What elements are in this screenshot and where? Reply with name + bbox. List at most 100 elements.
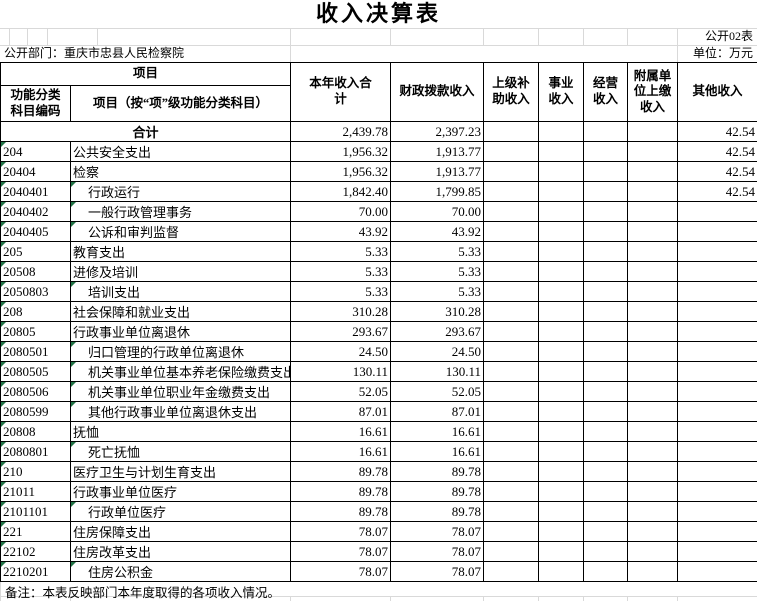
total-value-cell[interactable]: 1,956.32 bbox=[290, 161, 392, 182]
fiscal-value-cell[interactable]: 293.67 bbox=[390, 321, 485, 342]
affiliate-value-cell[interactable] bbox=[627, 521, 679, 542]
business-value-cell[interactable] bbox=[538, 161, 585, 182]
business-value-cell[interactable] bbox=[538, 181, 585, 202]
affiliate-value-cell[interactable] bbox=[627, 481, 679, 502]
other-value-cell[interactable] bbox=[677, 521, 757, 542]
total-value-cell[interactable]: 52.05 bbox=[290, 381, 392, 402]
business-value-cell[interactable] bbox=[538, 381, 585, 402]
function-code-cell[interactable]: 22102 bbox=[0, 541, 71, 562]
business-value-cell[interactable] bbox=[538, 541, 585, 562]
upper-value-cell[interactable] bbox=[483, 401, 540, 422]
other-value-cell[interactable] bbox=[677, 321, 757, 342]
operating-value-cell[interactable] bbox=[583, 321, 629, 342]
header-fiscal-income[interactable]: 财政拨款收入 bbox=[390, 62, 485, 122]
total-value-cell[interactable]: 310.28 bbox=[290, 301, 392, 322]
operating-value-cell[interactable] bbox=[583, 381, 629, 402]
affiliate-value-cell[interactable] bbox=[627, 281, 679, 302]
function-code-cell[interactable]: 2080506 bbox=[0, 381, 71, 402]
upper-value-cell[interactable] bbox=[483, 301, 540, 322]
business-value-cell[interactable] bbox=[538, 301, 585, 322]
total-value-cell[interactable]: 1,842.40 bbox=[290, 181, 392, 202]
total-row-label[interactable]: 合计 bbox=[0, 121, 292, 142]
affiliate-value-cell[interactable] bbox=[627, 461, 679, 482]
item-name-cell[interactable]: 住房保障支出 bbox=[69, 521, 292, 542]
upper-value-cell[interactable] bbox=[483, 181, 540, 202]
upper-value-cell[interactable] bbox=[483, 241, 540, 262]
affiliate-value-cell[interactable] bbox=[627, 301, 679, 322]
affiliate-value-cell[interactable] bbox=[627, 341, 679, 362]
function-code-cell[interactable]: 2040401 bbox=[0, 181, 71, 202]
item-name-cell[interactable]: 死亡抚恤 bbox=[69, 441, 292, 462]
other-value-cell[interactable] bbox=[677, 441, 757, 462]
operating-value-cell[interactable] bbox=[583, 121, 629, 142]
affiliate-value-cell[interactable] bbox=[627, 501, 679, 522]
operating-value-cell[interactable] bbox=[583, 401, 629, 422]
item-name-cell[interactable]: 抚恤 bbox=[69, 421, 292, 442]
item-name-cell[interactable]: 检察 bbox=[69, 161, 292, 182]
function-code-cell[interactable]: 2040402 bbox=[0, 201, 71, 222]
total-value-cell[interactable]: 43.92 bbox=[290, 221, 392, 242]
header-operating-income[interactable]: 经营 收入 bbox=[583, 62, 629, 122]
total-value-cell[interactable]: 89.78 bbox=[290, 501, 392, 522]
affiliate-value-cell[interactable] bbox=[627, 141, 679, 162]
affiliate-value-cell[interactable] bbox=[627, 121, 679, 142]
fiscal-value-cell[interactable]: 16.61 bbox=[390, 421, 485, 442]
upper-value-cell[interactable] bbox=[483, 221, 540, 242]
other-value-cell[interactable]: 42.54 bbox=[677, 141, 757, 162]
business-value-cell[interactable] bbox=[538, 221, 585, 242]
operating-value-cell[interactable] bbox=[583, 161, 629, 182]
other-value-cell[interactable] bbox=[677, 281, 757, 302]
business-value-cell[interactable] bbox=[538, 201, 585, 222]
upper-value-cell[interactable] bbox=[483, 501, 540, 522]
function-code-cell[interactable]: 2101101 bbox=[0, 501, 71, 522]
item-name-cell[interactable]: 行政事业单位医疗 bbox=[69, 481, 292, 502]
affiliate-value-cell[interactable] bbox=[627, 261, 679, 282]
fiscal-value-cell[interactable]: 310.28 bbox=[390, 301, 485, 322]
operating-value-cell[interactable] bbox=[583, 221, 629, 242]
fiscal-value-cell[interactable]: 89.78 bbox=[390, 501, 485, 522]
operating-value-cell[interactable] bbox=[583, 481, 629, 502]
business-value-cell[interactable] bbox=[538, 261, 585, 282]
operating-value-cell[interactable] bbox=[583, 461, 629, 482]
upper-value-cell[interactable] bbox=[483, 121, 540, 142]
affiliate-value-cell[interactable] bbox=[627, 401, 679, 422]
item-name-cell[interactable]: 公诉和审判监督 bbox=[69, 221, 292, 242]
other-value-cell[interactable] bbox=[677, 361, 757, 382]
header-project-group[interactable]: 项目 bbox=[0, 62, 292, 86]
upper-value-cell[interactable] bbox=[483, 461, 540, 482]
business-value-cell[interactable] bbox=[538, 501, 585, 522]
business-value-cell[interactable] bbox=[538, 401, 585, 422]
other-value-cell[interactable] bbox=[677, 561, 757, 582]
total-value-cell[interactable]: 2,439.78 bbox=[290, 121, 392, 142]
other-value-cell[interactable]: 42.54 bbox=[677, 161, 757, 182]
item-name-cell[interactable]: 行政事业单位离退休 bbox=[69, 321, 292, 342]
header-other-income[interactable]: 其他收入 bbox=[677, 62, 757, 122]
fiscal-value-cell[interactable]: 5.33 bbox=[390, 241, 485, 262]
item-name-cell[interactable]: 社会保障和就业支出 bbox=[69, 301, 292, 322]
operating-value-cell[interactable] bbox=[583, 521, 629, 542]
business-value-cell[interactable] bbox=[538, 481, 585, 502]
total-value-cell[interactable]: 78.07 bbox=[290, 541, 392, 562]
total-value-cell[interactable]: 130.11 bbox=[290, 361, 392, 382]
upper-value-cell[interactable] bbox=[483, 481, 540, 502]
upper-value-cell[interactable] bbox=[483, 201, 540, 222]
operating-value-cell[interactable] bbox=[583, 261, 629, 282]
total-value-cell[interactable]: 5.33 bbox=[290, 261, 392, 282]
operating-value-cell[interactable] bbox=[583, 301, 629, 322]
item-name-cell[interactable]: 住房公积金 bbox=[69, 561, 292, 582]
item-name-cell[interactable]: 公共安全支出 bbox=[69, 141, 292, 162]
affiliate-value-cell[interactable] bbox=[627, 381, 679, 402]
item-name-cell[interactable]: 归口管理的行政单位离退休 bbox=[69, 341, 292, 362]
operating-value-cell[interactable] bbox=[583, 281, 629, 302]
function-code-cell[interactable]: 210 bbox=[0, 461, 71, 482]
business-value-cell[interactable] bbox=[538, 281, 585, 302]
business-value-cell[interactable] bbox=[538, 141, 585, 162]
upper-value-cell[interactable] bbox=[483, 281, 540, 302]
other-value-cell[interactable] bbox=[677, 241, 757, 262]
affiliate-value-cell[interactable] bbox=[627, 561, 679, 582]
other-value-cell[interactable] bbox=[677, 301, 757, 322]
business-value-cell[interactable] bbox=[538, 461, 585, 482]
header-upper-subsidy[interactable]: 上级补 助收入 bbox=[483, 62, 540, 122]
operating-value-cell[interactable] bbox=[583, 181, 629, 202]
fiscal-value-cell[interactable]: 89.78 bbox=[390, 461, 485, 482]
